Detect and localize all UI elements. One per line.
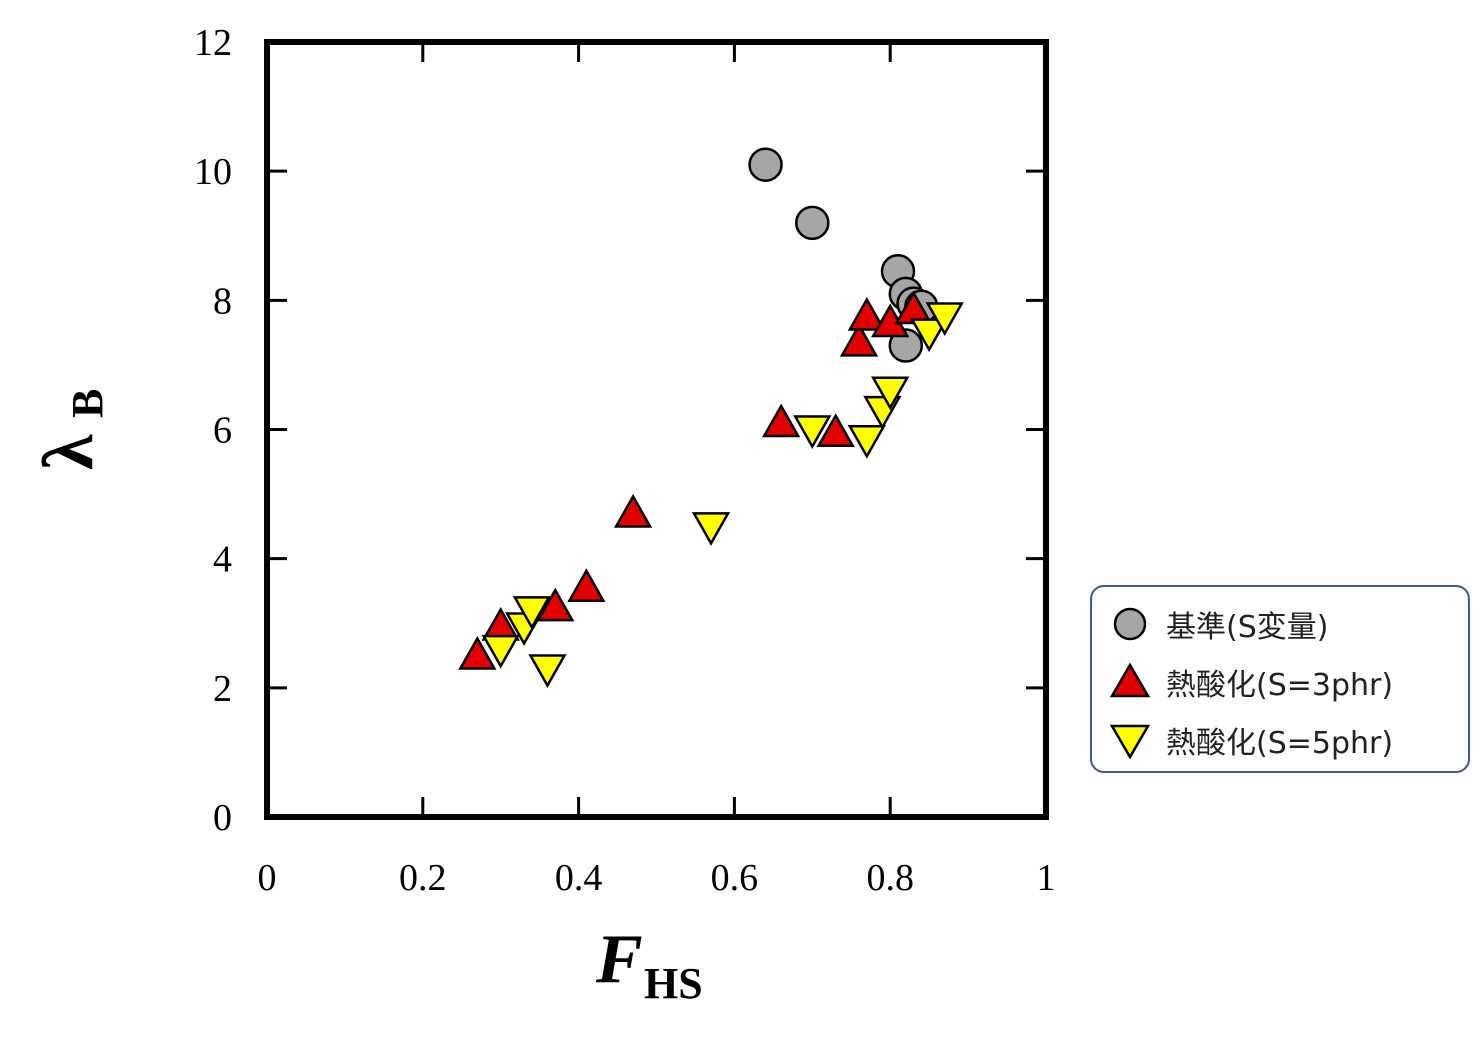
data-point-series-2 bbox=[871, 376, 910, 411]
legend-item-3phr: 熱酸化(S=3phr) bbox=[1108, 657, 1393, 707]
data-point-series-1 bbox=[847, 296, 886, 331]
data-point-series-0 bbox=[795, 205, 830, 241]
legend-label-5phr: 熱酸化(S=5phr) bbox=[1166, 726, 1394, 761]
x-axis-label: F bbox=[595, 921, 643, 998]
data-point-series-1 bbox=[536, 587, 575, 622]
y-tick-label: 2 bbox=[213, 668, 232, 710]
legend: 基準(S変量) 熱酸化(S=3phr) 熱酸化(S=5phr) bbox=[1090, 585, 1470, 773]
data-point-series-2 bbox=[481, 634, 520, 669]
data-point-series-2 bbox=[925, 302, 964, 337]
y-tick-label: 4 bbox=[213, 539, 232, 581]
data-point-series-2 bbox=[847, 424, 886, 459]
data-point-series-0 bbox=[748, 147, 783, 182]
y-axis-label: λ bbox=[28, 434, 108, 470]
x-tick-label: 0.4 bbox=[555, 857, 603, 899]
x-tick-label: 0.8 bbox=[866, 857, 914, 899]
legend-triangle-up-icon bbox=[1109, 662, 1151, 698]
data-point-series-1 bbox=[839, 322, 879, 357]
y-tick-label: 12 bbox=[194, 22, 232, 64]
x-tick-label: 0.2 bbox=[399, 857, 447, 899]
legend-triangle-down-marker bbox=[1109, 724, 1151, 760]
legend-circle-marker bbox=[1113, 607, 1147, 641]
x-axis-label-subscript: HS bbox=[644, 959, 703, 1008]
data-point-series-2 bbox=[910, 318, 949, 353]
legend-triangle-up-marker bbox=[1109, 662, 1151, 698]
data-point-series-1 bbox=[613, 493, 653, 528]
data-point-series-2 bbox=[512, 596, 552, 630]
legend-item-5phr: 熱酸化(S=5phr) bbox=[1108, 715, 1393, 765]
data-point-series-0 bbox=[888, 328, 924, 363]
legend-circle-icon bbox=[1113, 607, 1147, 641]
x-tick-label: 0 bbox=[258, 857, 277, 899]
data-point-series-2 bbox=[528, 654, 567, 688]
data-point-series-1 bbox=[816, 413, 855, 447]
x-tick-label: 1 bbox=[1037, 857, 1056, 899]
y-tick-label: 10 bbox=[194, 151, 232, 193]
axis-ticks bbox=[267, 42, 1046, 817]
legend-triangle-down-icon bbox=[1109, 724, 1151, 760]
legend-label-reference: 基準(S変量) bbox=[1166, 610, 1329, 645]
data-point-series-1 bbox=[567, 568, 606, 602]
legend-label-3phr: 熱酸化(S=3phr) bbox=[1166, 668, 1394, 703]
data-point-series-2 bbox=[691, 512, 731, 546]
y-axis-label-subscript: B bbox=[63, 389, 112, 418]
y-tick-label: 0 bbox=[213, 797, 232, 839]
data-point-series-1 bbox=[458, 636, 497, 670]
x-tick-label: 0.6 bbox=[711, 857, 759, 899]
data-markers bbox=[458, 147, 964, 688]
y-tick-label: 6 bbox=[213, 410, 232, 452]
data-point-series-2 bbox=[793, 415, 832, 450]
y-tick-label: 8 bbox=[213, 280, 232, 322]
plot-frame bbox=[264, 39, 1049, 820]
legend-item-reference: 基準(S変量) bbox=[1108, 599, 1328, 649]
data-point-series-1 bbox=[761, 403, 801, 438]
